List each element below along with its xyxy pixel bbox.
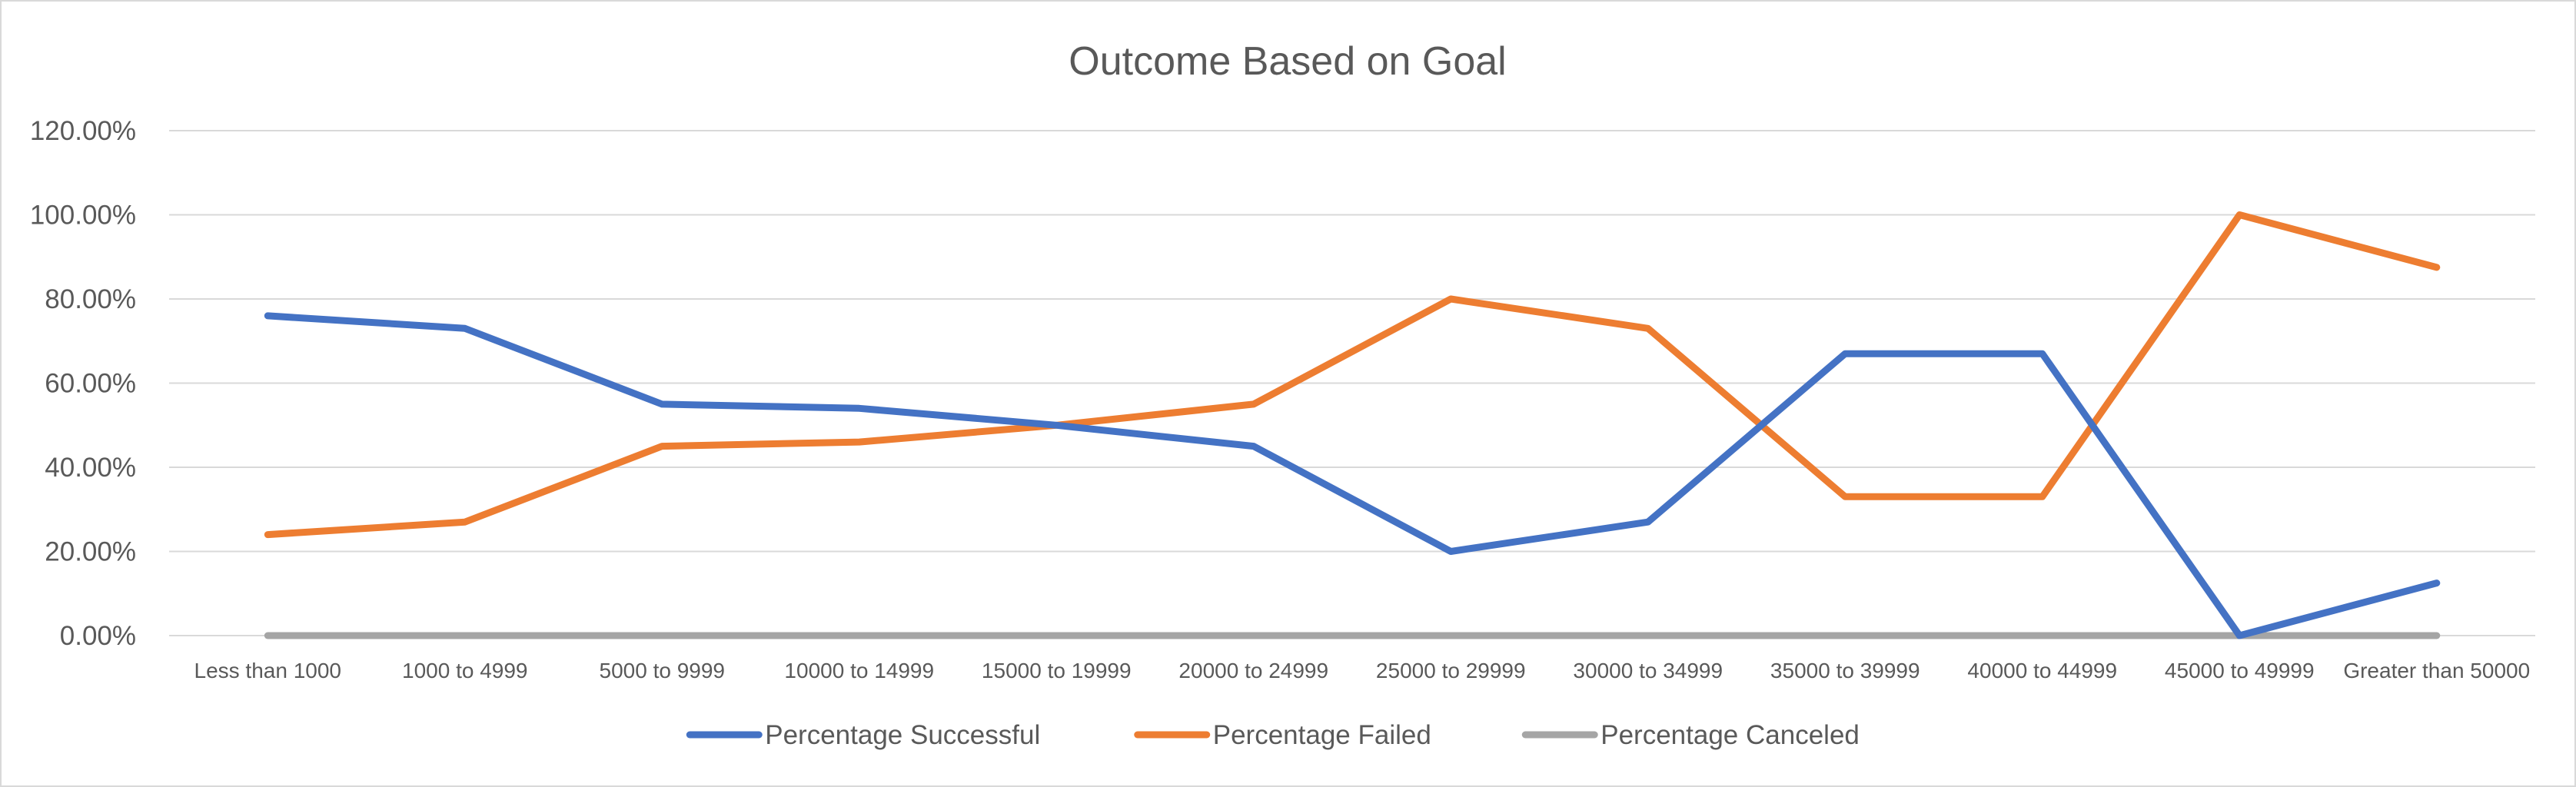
series-lines [264, 211, 2441, 639]
gridlines [169, 130, 2535, 636]
legend-item: Percentage Canceled [1521, 720, 1860, 750]
x-tick-label: Greater than 50000 [2343, 659, 2530, 682]
legend-item: Percentage Failed [1134, 720, 1431, 750]
series-line-percentage-successful [264, 312, 2441, 639]
y-tick-label: 60.00% [45, 369, 136, 399]
x-tick-label: 35000 to 39999 [1770, 659, 1920, 682]
chart-title: Outcome Based on Goal [1069, 39, 1506, 84]
x-tick-label: 15000 to 19999 [982, 659, 1132, 682]
x-tick-label: 1000 to 4999 [402, 659, 528, 682]
legend-label: Percentage Successful [765, 720, 1040, 750]
y-tick-label: 40.00% [45, 453, 136, 483]
legend: Percentage Successful Percentage Failed Pe… [686, 720, 1860, 750]
y-axis-ticks: 0.00% 20.00% 40.00% 60.00% 80.00% 100.00% 120.… [30, 116, 136, 651]
x-tick-label: 30000 to 34999 [1573, 659, 1723, 682]
y-tick-label: 80.00% [45, 284, 136, 314]
y-tick-label: 0.00% [60, 621, 136, 651]
x-tick-label: 10000 to 14999 [784, 659, 934, 682]
legend-label: Percentage Canceled [1600, 720, 1860, 750]
x-tick-label: 5000 to 9999 [600, 659, 726, 682]
legend-label: Percentage Failed [1213, 720, 1431, 750]
y-tick-label: 120.00% [30, 116, 136, 146]
y-tick-label: 20.00% [45, 537, 136, 567]
x-tick-label: 25000 to 29999 [1376, 659, 1526, 682]
x-tick-label: 45000 to 49999 [2165, 659, 2315, 682]
x-axis-ticks: Less than 1000 1000 to 4999 5000 to 9999 10… [194, 659, 2531, 682]
x-tick-label: Less than 1000 [194, 659, 342, 682]
x-tick-label: 20000 to 24999 [1178, 659, 1328, 682]
x-tick-label: 40000 to 44999 [1967, 659, 2117, 682]
series-line-percentage-failed [264, 211, 2441, 539]
legend-item: Percentage Successful [686, 720, 1040, 750]
y-tick-label: 100.00% [30, 201, 136, 231]
